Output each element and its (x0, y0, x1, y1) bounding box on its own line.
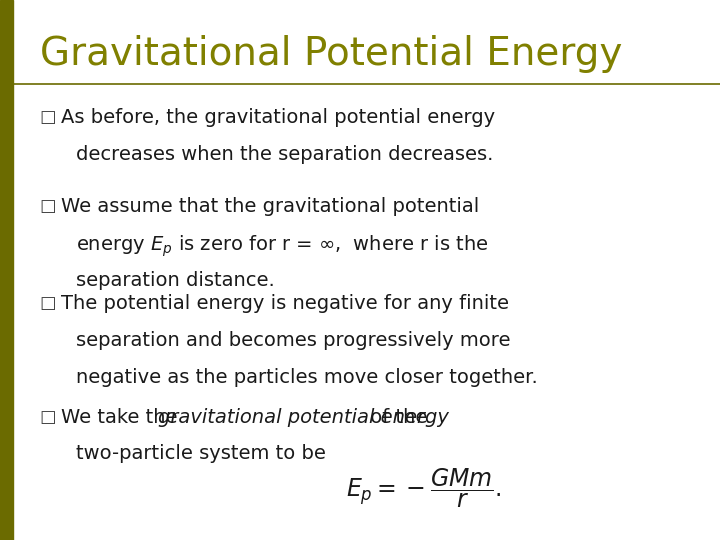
Text: The potential energy is negative for any finite: The potential energy is negative for any… (61, 294, 509, 313)
Text: separation and becomes progressively more: separation and becomes progressively mor… (76, 331, 510, 350)
Text: negative as the particles move closer together.: negative as the particles move closer to… (76, 368, 537, 387)
Text: Gravitational Potential Energy: Gravitational Potential Energy (40, 35, 622, 73)
Text: separation distance.: separation distance. (76, 271, 274, 289)
Text: energy $E_p$ is zero for r = $\infty$,  where r is the: energy $E_p$ is zero for r = $\infty$, w… (76, 234, 488, 259)
Text: We take the: We take the (61, 408, 184, 427)
Text: $E_p = -\dfrac{GMm}{r}.$: $E_p = -\dfrac{GMm}{r}.$ (346, 467, 501, 510)
Text: □: □ (40, 294, 56, 312)
Text: of the: of the (364, 408, 427, 427)
Bar (0, 0, 13, 540)
Text: two-particle system to be: two-particle system to be (76, 444, 325, 463)
Text: □: □ (40, 108, 56, 126)
Text: We assume that the gravitational potential: We assume that the gravitational potenti… (61, 197, 480, 216)
Text: decreases when the separation decreases.: decreases when the separation decreases. (76, 145, 493, 164)
Text: □: □ (40, 197, 56, 215)
Text: gravitational potential energy: gravitational potential energy (158, 408, 449, 427)
Text: □: □ (40, 408, 56, 426)
Text: As before, the gravitational potential energy: As before, the gravitational potential e… (61, 108, 495, 127)
